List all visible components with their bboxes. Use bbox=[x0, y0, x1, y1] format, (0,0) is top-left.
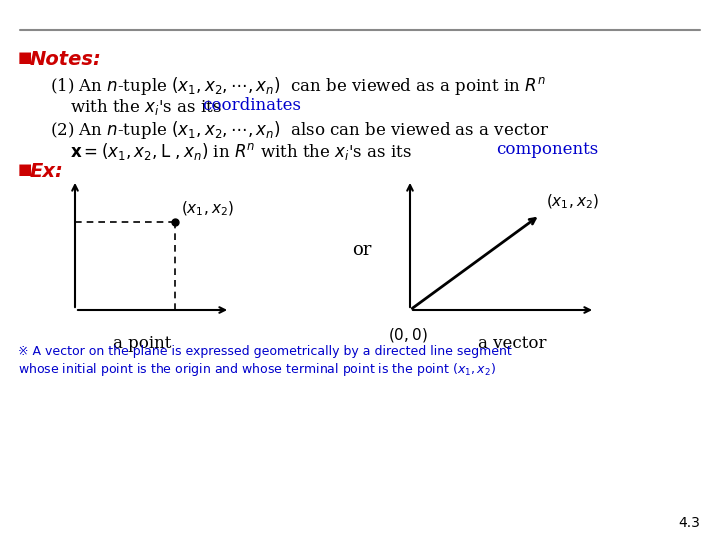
Text: 4.3: 4.3 bbox=[678, 516, 700, 530]
Text: (2) An $n$-tuple $(x_1, x_2, \cdots , x_n)$  also can be viewed as a vector: (2) An $n$-tuple $(x_1, x_2, \cdots , x_… bbox=[50, 119, 549, 141]
Text: or: or bbox=[352, 241, 372, 259]
Text: ※ A vector on the plane is expressed geometrically by a directed line segment: ※ A vector on the plane is expressed geo… bbox=[18, 345, 512, 358]
Text: $\mathbf{x} = (x_1, x_2, \mathrm{L}\ , x_n)$ in $R^n$ with the $x_i$'s as its: $\mathbf{x} = (x_1, x_2, \mathrm{L}\ , x… bbox=[70, 141, 418, 162]
Text: with the $x_i$'s as its: with the $x_i$'s as its bbox=[70, 97, 228, 117]
Text: Ex:: Ex: bbox=[30, 162, 64, 181]
Text: coordinates: coordinates bbox=[202, 97, 301, 114]
Text: a vector: a vector bbox=[478, 335, 546, 352]
Text: whose initial point is the origin and whose terminal point is the point $(x_1, x: whose initial point is the origin and wh… bbox=[18, 361, 496, 378]
Text: Notes:: Notes: bbox=[30, 50, 102, 69]
Text: components: components bbox=[496, 141, 598, 158]
Text: $(0,0)$: $(0,0)$ bbox=[388, 326, 428, 344]
Text: ■: ■ bbox=[18, 162, 32, 177]
Text: a point: a point bbox=[113, 335, 171, 352]
Text: (1) An $n$-tuple $(x_1, x_2, \cdots , x_n)$  can be viewed as a point in $R^n$: (1) An $n$-tuple $(x_1, x_2, \cdots , x_… bbox=[50, 75, 546, 97]
Text: $(x_1, x_2)$: $(x_1, x_2)$ bbox=[546, 193, 599, 211]
Text: $(x_1, x_2)$: $(x_1, x_2)$ bbox=[181, 200, 234, 218]
Text: ■: ■ bbox=[18, 50, 32, 65]
